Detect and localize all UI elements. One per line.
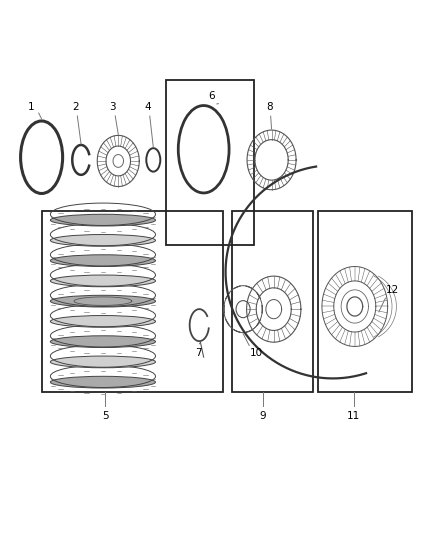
Text: 9: 9 <box>259 411 266 421</box>
Ellipse shape <box>50 336 155 348</box>
Ellipse shape <box>50 275 155 287</box>
Text: 7: 7 <box>195 348 202 358</box>
Polygon shape <box>234 330 240 333</box>
Ellipse shape <box>50 316 155 327</box>
Polygon shape <box>226 292 230 299</box>
Polygon shape <box>246 330 252 333</box>
Text: 3: 3 <box>109 102 116 111</box>
Polygon shape <box>246 286 252 288</box>
Text: 12: 12 <box>385 286 399 295</box>
Polygon shape <box>256 319 261 326</box>
Text: 6: 6 <box>208 91 215 101</box>
Text: 4: 4 <box>145 102 152 111</box>
Text: 1: 1 <box>27 102 34 111</box>
Bar <box>232 211 313 392</box>
Ellipse shape <box>50 214 155 226</box>
Ellipse shape <box>50 376 155 388</box>
Text: 5: 5 <box>102 411 109 421</box>
Ellipse shape <box>50 295 155 307</box>
Polygon shape <box>256 292 261 299</box>
Text: 10: 10 <box>250 348 263 358</box>
Text: 11: 11 <box>347 411 360 421</box>
Polygon shape <box>226 319 230 326</box>
Ellipse shape <box>50 356 155 368</box>
Bar <box>42 211 223 392</box>
Ellipse shape <box>50 235 155 246</box>
Text: 2: 2 <box>72 102 79 111</box>
Bar <box>166 80 254 245</box>
Bar <box>318 211 412 392</box>
Text: 8: 8 <box>266 102 273 111</box>
Ellipse shape <box>50 255 155 266</box>
Polygon shape <box>234 286 240 288</box>
